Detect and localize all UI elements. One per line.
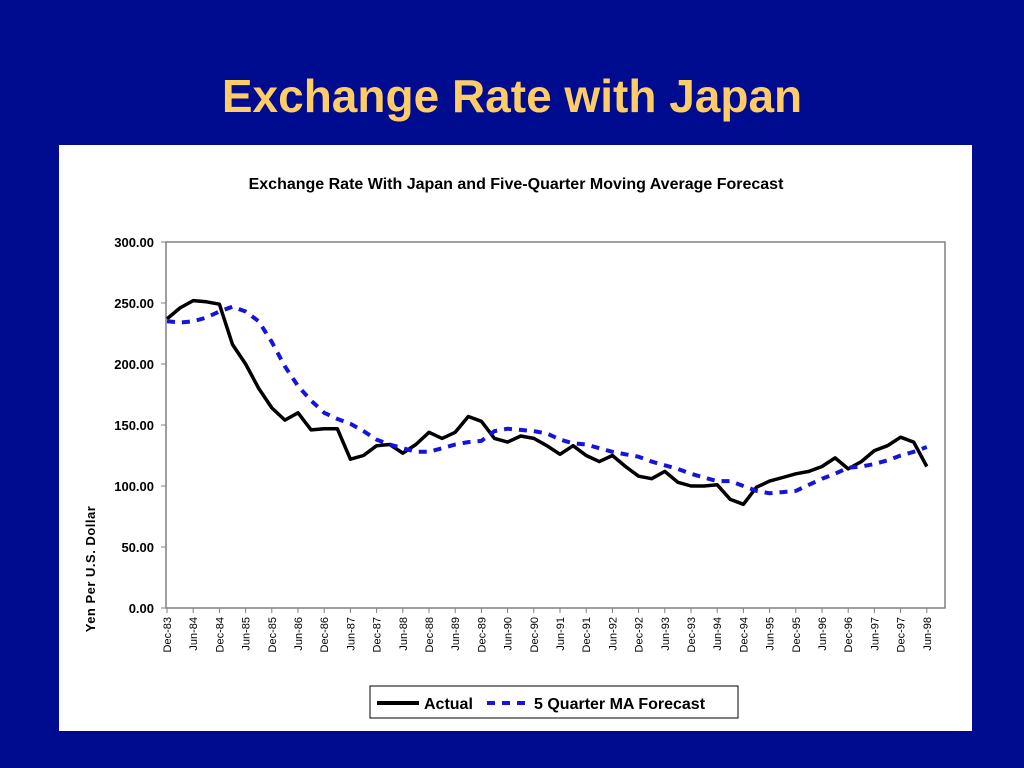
x-tick-label: Jun-89 xyxy=(450,617,462,651)
y-tick-label: 200.00 xyxy=(114,357,154,372)
actual-series-line xyxy=(165,298,929,507)
x-tick-label: Dec-88 xyxy=(424,617,436,652)
x-tick-label: Jun-93 xyxy=(660,617,672,651)
y-tick-label: 150.00 xyxy=(114,418,154,433)
x-tick-label: Dec-85 xyxy=(267,617,279,652)
x-tick-label: Jun-96 xyxy=(817,617,829,651)
y-axis-label: Yen Per U.S. Dollar xyxy=(83,506,98,633)
x-tick-label: Jun-94 xyxy=(712,617,724,651)
x-tick-label: Jun-87 xyxy=(345,617,357,651)
x-tick-label: Dec-89 xyxy=(476,617,488,652)
y-tick-label: 50.00 xyxy=(121,540,154,555)
y-tick-label: 100.00 xyxy=(114,479,154,494)
chart-title: Exchange Rate With Japan and Five-Quarte… xyxy=(249,176,784,193)
x-tick-label: Dec-91 xyxy=(581,617,593,652)
y-tick-label: 250.00 xyxy=(114,296,154,311)
x-tick-label: Jun-92 xyxy=(607,617,619,651)
x-tick-label: Jun-97 xyxy=(869,617,881,651)
plot-area xyxy=(165,241,946,609)
legend-actual-label: Actual xyxy=(424,696,473,713)
x-tick-label: Jun-85 xyxy=(241,617,253,651)
x-tick-label: Dec-84 xyxy=(214,617,226,652)
legend-forecast-label: 5 Quarter MA Forecast xyxy=(534,696,706,713)
x-tick-label: Dec-87 xyxy=(372,617,384,652)
x-tick-label: Jun-98 xyxy=(922,617,934,651)
x-tick-label: Dec-83 xyxy=(162,617,174,652)
x-tick-label: Dec-97 xyxy=(896,617,908,652)
x-tick-label: Jun-95 xyxy=(765,617,777,651)
legend-box xyxy=(369,685,739,719)
x-tick-label: Dec-86 xyxy=(319,617,331,652)
legend: Actual 5 Quarter MA Forecast xyxy=(369,685,739,719)
x-tick-label: Dec-95 xyxy=(791,617,803,652)
x-tick-label: Dec-90 xyxy=(529,617,541,652)
x-tick-label: Dec-93 xyxy=(686,617,698,652)
forecast-series-line xyxy=(166,304,928,496)
chart-panel: Exchange Rate With Japan and Five-Quarte… xyxy=(59,145,972,731)
x-tick-label: Jun-86 xyxy=(293,617,305,651)
x-tick-label: Dec-94 xyxy=(738,617,750,652)
x-tick-label: Jun-90 xyxy=(503,617,515,651)
y-tick-label: 0.00 xyxy=(129,601,154,616)
x-tick-label: Dec-96 xyxy=(843,617,855,652)
x-tick-label: Jun-88 xyxy=(398,617,410,651)
slide-title: Exchange Rate with Japan xyxy=(221,70,803,122)
x-tick-label: Dec-92 xyxy=(634,617,646,652)
x-tick-label: Jun-84 xyxy=(188,617,200,651)
x-tick-label: Jun-91 xyxy=(555,617,567,651)
line-chart: Exchange Rate With Japan and Five-Quarte… xyxy=(83,176,946,719)
y-tick-label: 300.00 xyxy=(114,235,154,250)
